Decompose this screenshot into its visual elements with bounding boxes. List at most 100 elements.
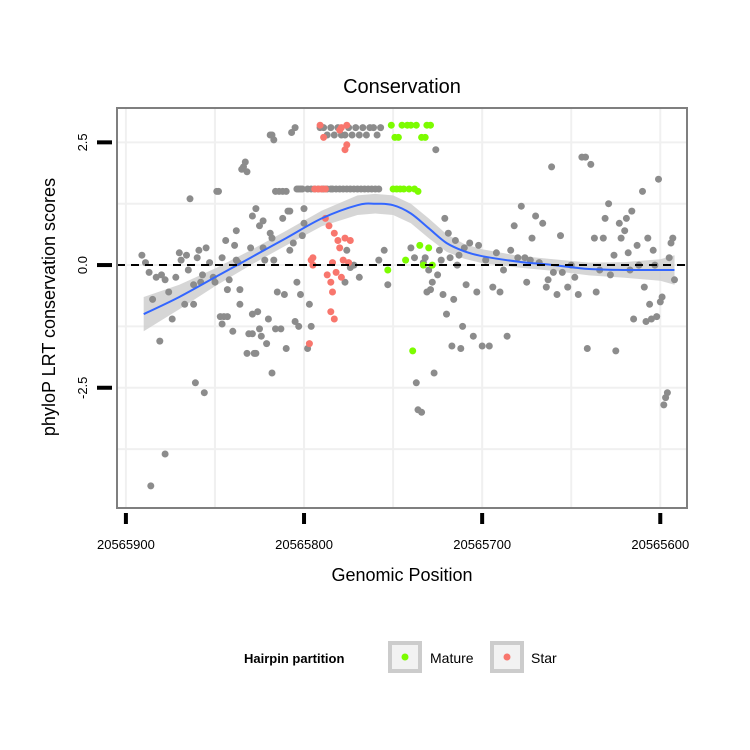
data-point-other	[243, 349, 251, 357]
data-point-other	[362, 131, 370, 139]
data-point-other	[375, 256, 383, 264]
y-axis-label: phyloP LRT conservation scores	[39, 178, 59, 436]
data-point-other	[307, 322, 315, 330]
data-point-other	[161, 450, 169, 458]
data-point-star	[330, 315, 338, 323]
data-point-other	[599, 234, 607, 242]
data-point-other	[606, 271, 614, 279]
data-point-other	[430, 369, 438, 377]
data-point-other	[184, 266, 192, 274]
data-point-other	[350, 261, 358, 269]
data-point-star	[321, 185, 329, 193]
data-point-other	[343, 246, 351, 254]
data-point-other	[624, 249, 632, 257]
data-point-other	[280, 291, 288, 298]
y-tick-label: -2.5	[75, 377, 90, 399]
data-point-mature	[416, 241, 424, 249]
legend-key-star	[490, 641, 524, 673]
data-point-other	[261, 256, 269, 264]
data-point-other	[223, 313, 231, 321]
data-point-other	[590, 234, 598, 242]
data-point-other	[293, 278, 301, 286]
data-point-other	[448, 342, 456, 350]
data-point-other	[252, 349, 260, 357]
data-point-other	[370, 124, 377, 132]
data-point-other	[218, 320, 226, 328]
data-point-star	[309, 254, 317, 262]
data-point-other	[411, 254, 418, 262]
data-point-star	[341, 234, 349, 242]
legend-label-mature: Mature	[430, 650, 474, 666]
data-point-other	[147, 482, 155, 490]
data-point-other	[341, 278, 349, 286]
data-point-other	[327, 124, 335, 132]
data-point-other	[380, 246, 388, 254]
data-point-other	[352, 124, 360, 132]
data-point-other	[649, 246, 657, 254]
data-point-other	[172, 273, 180, 281]
data-point-other	[439, 291, 447, 298]
data-point-other	[355, 273, 363, 281]
data-point-other	[628, 207, 636, 215]
data-point-mature	[405, 185, 413, 193]
data-point-other	[564, 283, 572, 291]
data-point-other	[553, 291, 561, 298]
data-point-other	[446, 254, 454, 262]
data-point-other	[441, 214, 449, 222]
data-point-other	[355, 131, 363, 139]
data-point-other	[282, 187, 290, 195]
data-point-other	[475, 241, 483, 249]
data-point-other	[510, 222, 518, 230]
data-point-other	[610, 251, 618, 259]
data-point-star	[329, 288, 336, 296]
data-point-star	[316, 121, 324, 129]
data-point-other	[514, 254, 522, 262]
data-point-other	[469, 332, 477, 340]
data-point-other	[601, 214, 609, 222]
data-point-mature	[409, 347, 417, 355]
data-point-other	[289, 239, 297, 247]
data-point-other	[229, 327, 237, 335]
x-axis-label: Genomic Position	[331, 565, 472, 585]
data-point-other	[175, 249, 183, 257]
data-point-mature	[400, 185, 408, 193]
data-point-other	[500, 266, 507, 274]
data-point-other	[186, 195, 194, 203]
data-point-other	[582, 153, 589, 161]
data-point-other	[457, 345, 465, 352]
legend-marker-star	[503, 653, 511, 661]
data-point-other	[492, 249, 500, 257]
data-point-other	[248, 330, 256, 338]
data-point-other	[341, 131, 349, 139]
data-point-other	[466, 239, 474, 247]
data-point-other	[256, 222, 263, 230]
data-point-other	[286, 207, 294, 215]
data-point-other	[642, 318, 650, 325]
data-point-other	[615, 219, 623, 227]
data-point-other	[646, 300, 654, 308]
data-point-star	[327, 308, 335, 316]
data-point-other	[158, 271, 165, 279]
data-point-other	[277, 325, 285, 333]
data-point-other	[450, 295, 458, 303]
data-point-other	[622, 214, 630, 222]
data-point-other	[539, 219, 547, 227]
data-point-other	[583, 345, 591, 352]
y-tick-label: 2.5	[75, 133, 90, 151]
data-point-other	[241, 158, 249, 166]
data-point-other	[259, 217, 267, 225]
data-point-other	[223, 286, 231, 294]
data-point-mature	[398, 121, 406, 129]
data-point-other	[236, 286, 244, 294]
data-point-other	[407, 244, 415, 252]
data-point-other	[282, 345, 290, 352]
data-point-other	[587, 160, 595, 168]
data-point-other	[330, 131, 338, 139]
data-point-other	[558, 268, 566, 276]
data-point-other	[478, 342, 486, 350]
legend-marker-mature	[401, 653, 409, 661]
data-point-other	[272, 325, 279, 333]
data-point-other	[149, 295, 157, 303]
data-point-other	[243, 168, 251, 176]
data-point-other	[384, 281, 392, 289]
